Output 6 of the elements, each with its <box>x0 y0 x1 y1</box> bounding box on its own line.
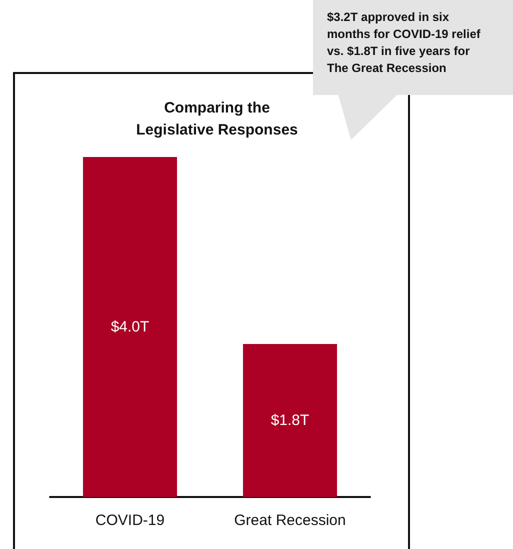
text: $3.2T approved in six months for COVID-19 relief vs. $1.8T in five years for The Great Recession <box>313 0 513 95</box>
data-label: $4.0T <box>110 318 150 336</box>
chart-title: Comparing the Legislative Responses <box>136 100 298 138</box>
data-label: $1.8T <box>270 412 310 429</box>
x-tick-label: COVID-19 <box>95 512 165 529</box>
x-tick-label: Great Recession <box>234 512 346 529</box>
